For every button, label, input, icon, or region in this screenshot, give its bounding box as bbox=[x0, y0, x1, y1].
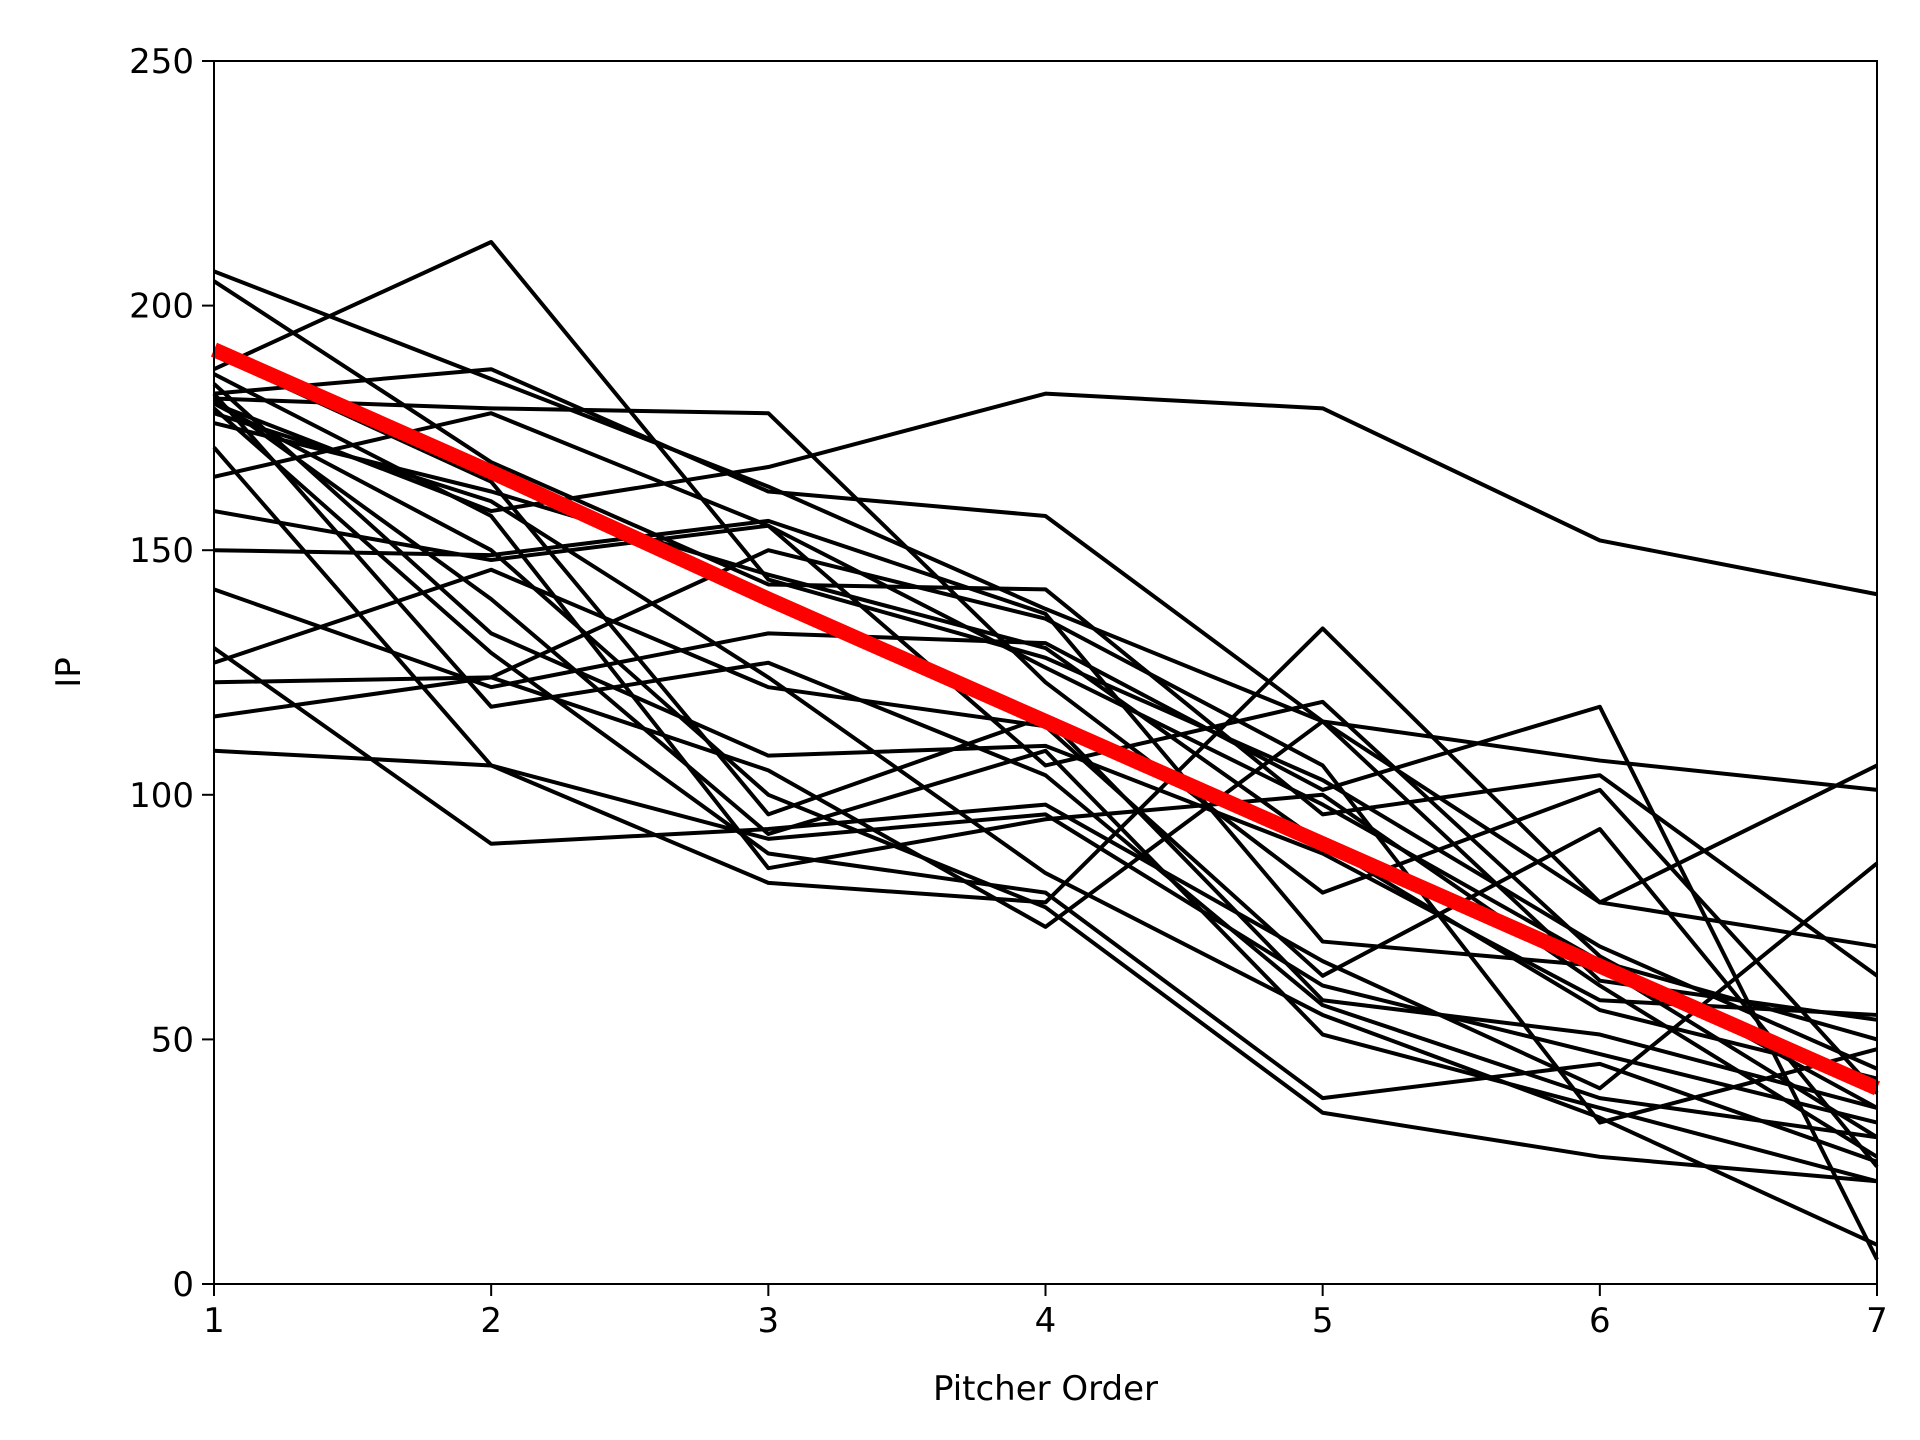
series-line-10 bbox=[213, 518, 1879, 1139]
x-tick-label: 4 bbox=[1035, 1301, 1057, 1341]
series-line-4 bbox=[213, 367, 1878, 1022]
x-tick-label: 7 bbox=[1866, 1301, 1888, 1341]
series-line-3 bbox=[213, 240, 1878, 1071]
y-tick-label: 0 bbox=[172, 1265, 194, 1305]
x-axis-ticks: 1 2 3 4 5 6 7 bbox=[203, 1284, 1888, 1341]
y-axis-ticks: 0 50 100 150 200 250 bbox=[129, 42, 214, 1305]
x-axis-title: Pitcher Order bbox=[933, 1369, 1158, 1409]
series-line-5 bbox=[213, 396, 1879, 1095]
trend-line-layer bbox=[210, 342, 1881, 1096]
series-line-8 bbox=[213, 391, 1878, 597]
series-line-14 bbox=[213, 548, 1878, 1125]
series-lines bbox=[212, 240, 1879, 1261]
series-line-25 bbox=[213, 372, 1879, 1159]
y-tick-label: 100 bbox=[129, 776, 194, 816]
y-tick-label: 50 bbox=[151, 1020, 194, 1060]
y-tick-label: 200 bbox=[129, 287, 194, 327]
series-line-19 bbox=[212, 392, 1878, 1140]
series-line-23 bbox=[213, 401, 1878, 1184]
series-line-18 bbox=[212, 406, 1878, 1164]
x-tick-label: 5 bbox=[1312, 1301, 1334, 1341]
series-line-2 bbox=[212, 279, 1879, 978]
x-tick-label: 6 bbox=[1589, 1301, 1611, 1341]
x-tick-label: 1 bbox=[203, 1301, 225, 1341]
series-line-22 bbox=[213, 411, 1878, 1247]
series-line-24 bbox=[212, 446, 1878, 1125]
x-tick-label: 3 bbox=[758, 1301, 780, 1341]
trend-line bbox=[210, 342, 1881, 1096]
series-line-6 bbox=[213, 421, 1878, 1081]
series-line-21 bbox=[212, 396, 1878, 1184]
y-tick-label: 150 bbox=[129, 531, 194, 571]
series-line-9 bbox=[213, 509, 1878, 1110]
series-line-17 bbox=[212, 382, 1878, 1017]
series-line-16 bbox=[212, 646, 1879, 1091]
x-tick-label: 2 bbox=[480, 1301, 502, 1341]
series-line-11 bbox=[213, 587, 1879, 1261]
y-axis-title: IP bbox=[49, 657, 89, 688]
y-tick-label: 250 bbox=[129, 42, 194, 82]
